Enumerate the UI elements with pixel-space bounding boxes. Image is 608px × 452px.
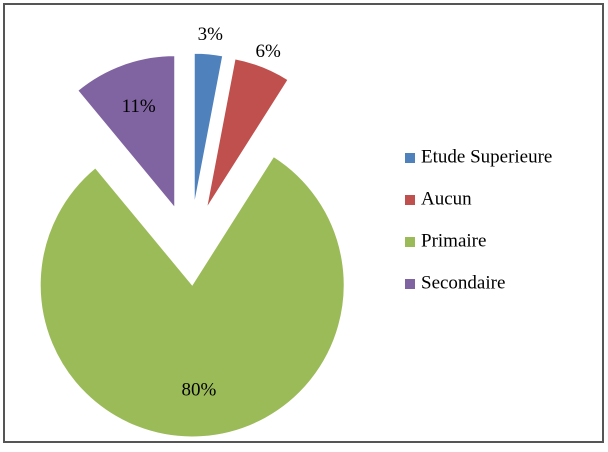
legend-swatch — [405, 195, 415, 205]
legend-label: Aucun — [421, 188, 472, 209]
pie-slice — [39, 155, 345, 438]
legend-swatch — [405, 237, 415, 247]
legend-label: Etude Superieure — [421, 146, 552, 167]
legend-swatch — [405, 153, 415, 163]
pie-slice — [77, 55, 176, 210]
data-label: 3% — [198, 24, 224, 45]
data-label: 11% — [122, 96, 156, 117]
legend-label: Secondaire — [421, 272, 505, 293]
legend-swatch — [405, 279, 415, 289]
data-label: 6% — [255, 41, 281, 62]
legend-label: Primaire — [421, 230, 486, 251]
pie-slice — [206, 58, 289, 209]
data-label: 80% — [181, 379, 216, 400]
pie-slice — [193, 52, 224, 206]
